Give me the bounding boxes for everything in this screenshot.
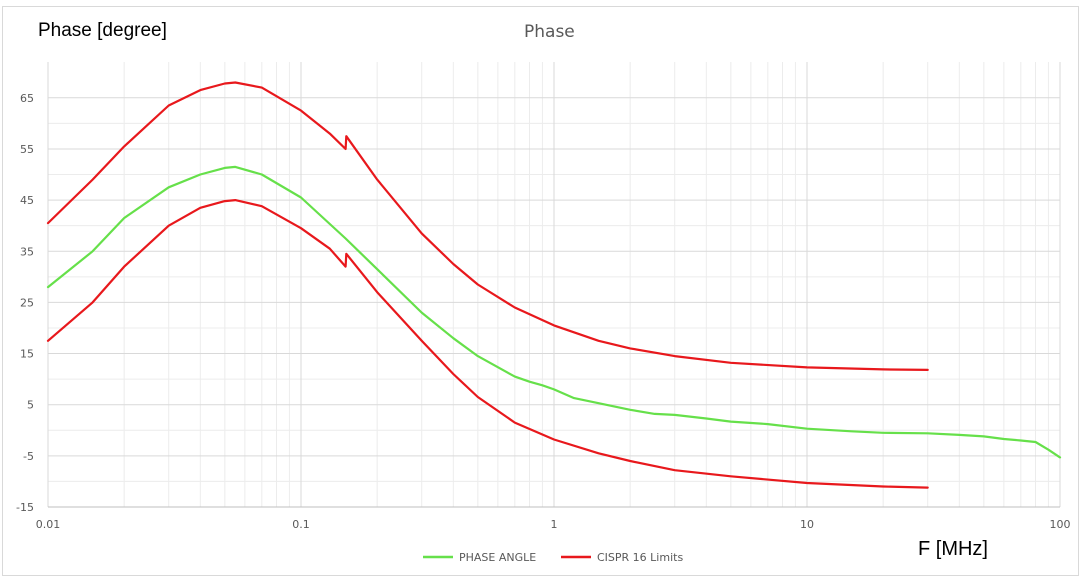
legend: PHASE ANGLE CISPR 16 Limits bbox=[423, 551, 683, 564]
y-tick-label: 45 bbox=[20, 194, 34, 207]
legend-label: CISPR 16 Limits bbox=[597, 551, 683, 564]
y-tick-label: 15 bbox=[20, 348, 34, 361]
y-tick-label: 25 bbox=[20, 296, 34, 309]
y-axis-title: Phase [degree] bbox=[38, 20, 167, 41]
y-tick-label: -5 bbox=[23, 450, 34, 463]
legend-label: PHASE ANGLE bbox=[459, 551, 536, 564]
grid bbox=[47, 62, 1061, 508]
y-tick-label: -15 bbox=[16, 501, 34, 514]
y-tick-label: 65 bbox=[20, 92, 34, 105]
x-tick-label: 0.01 bbox=[36, 518, 61, 531]
series-line-2 bbox=[46, 199, 929, 489]
series-line-1 bbox=[46, 81, 929, 371]
y-tick-label: 55 bbox=[20, 143, 34, 156]
x-tick-label: 100 bbox=[1050, 518, 1071, 531]
x-axis-title: F [MHz] bbox=[918, 538, 988, 560]
series-line-0 bbox=[46, 165, 1062, 459]
y-tick-label: 5 bbox=[27, 399, 34, 412]
chart-title: Phase bbox=[524, 22, 575, 42]
x-tick-label: 10 bbox=[800, 518, 814, 531]
y-tick-label: 35 bbox=[20, 245, 34, 258]
x-tick-label: 0.1 bbox=[292, 518, 310, 531]
x-tick-label: 1 bbox=[551, 518, 558, 531]
